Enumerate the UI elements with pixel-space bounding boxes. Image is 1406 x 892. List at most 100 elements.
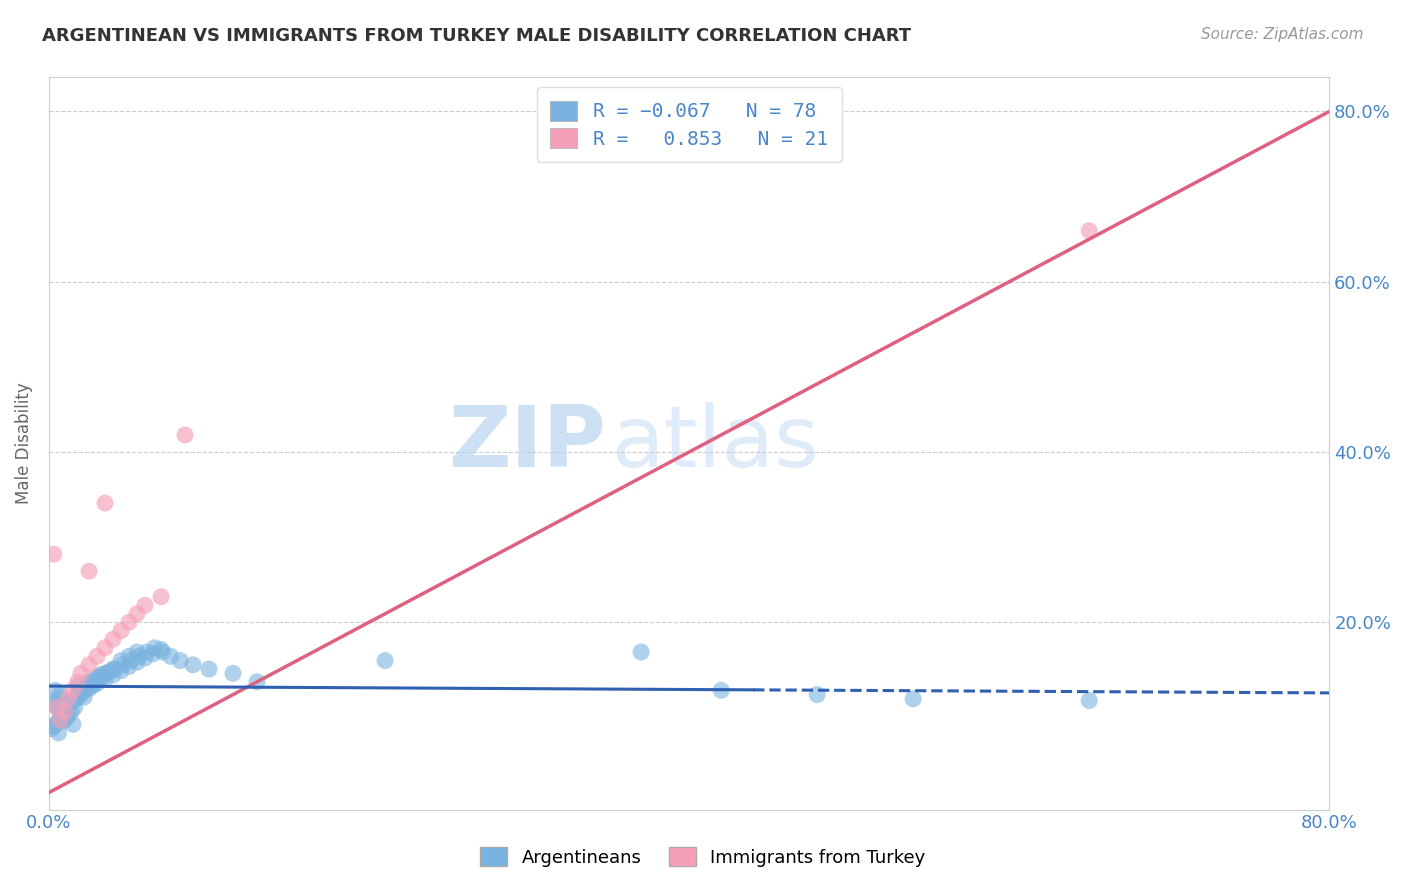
- Legend: R = −0.067   N = 78, R =   0.853   N = 21: R = −0.067 N = 78, R = 0.853 N = 21: [537, 87, 842, 162]
- Point: [73, 690, 96, 705]
- Point: [901, 691, 924, 706]
- Point: [143, 640, 166, 655]
- Point: [710, 683, 733, 698]
- Point: [246, 674, 269, 689]
- Point: [62, 683, 84, 698]
- Text: ZIP: ZIP: [449, 402, 606, 485]
- Point: [53, 705, 76, 719]
- Point: [125, 645, 148, 659]
- Point: [60, 705, 83, 719]
- Point: [62, 717, 84, 731]
- Point: [51, 705, 73, 719]
- Point: [806, 688, 828, 702]
- Point: [42, 547, 65, 561]
- Point: [42, 719, 65, 733]
- Point: [79, 674, 101, 689]
- Point: [111, 657, 134, 672]
- Point: [70, 666, 93, 681]
- Point: [86, 671, 108, 685]
- Point: [46, 700, 69, 714]
- Point: [630, 645, 652, 659]
- Point: [96, 666, 118, 681]
- Point: [48, 726, 70, 740]
- Point: [41, 722, 63, 736]
- Text: Source: ZipAtlas.com: Source: ZipAtlas.com: [1201, 27, 1364, 42]
- Point: [181, 657, 204, 672]
- Point: [59, 696, 82, 710]
- Point: [159, 649, 181, 664]
- Point: [86, 649, 108, 664]
- Legend: Argentineans, Immigrants from Turkey: Argentineans, Immigrants from Turkey: [474, 840, 932, 874]
- Point: [169, 654, 191, 668]
- Point: [67, 685, 90, 699]
- Point: [125, 607, 148, 621]
- Point: [134, 651, 156, 665]
- Point: [77, 657, 100, 672]
- Point: [52, 710, 75, 724]
- Point: [53, 713, 76, 727]
- Point: [128, 649, 150, 664]
- Point: [55, 707, 77, 722]
- Point: [98, 665, 121, 679]
- Point: [83, 676, 105, 690]
- Point: [87, 671, 110, 685]
- Point: [51, 707, 73, 722]
- Point: [63, 700, 86, 714]
- Y-axis label: Male Disability: Male Disability: [15, 383, 32, 504]
- Point: [134, 599, 156, 613]
- Point: [44, 683, 66, 698]
- Point: [70, 688, 93, 702]
- Point: [110, 654, 132, 668]
- Point: [86, 676, 108, 690]
- Point: [94, 673, 117, 687]
- Point: [118, 649, 141, 664]
- Point: [152, 645, 174, 659]
- Point: [103, 662, 125, 676]
- Point: [118, 615, 141, 630]
- Point: [46, 700, 69, 714]
- Point: [49, 710, 72, 724]
- Point: [65, 691, 87, 706]
- Point: [118, 659, 141, 673]
- Point: [110, 664, 132, 678]
- Text: atlas: atlas: [612, 402, 820, 485]
- Point: [125, 655, 148, 669]
- Point: [53, 702, 76, 716]
- Point: [49, 688, 72, 702]
- Point: [72, 683, 94, 698]
- Point: [82, 679, 104, 693]
- Point: [66, 674, 89, 689]
- Point: [66, 690, 89, 704]
- Point: [66, 679, 89, 693]
- Point: [70, 685, 93, 699]
- Point: [75, 681, 97, 696]
- Point: [89, 668, 111, 682]
- Point: [150, 642, 173, 657]
- Point: [198, 662, 221, 676]
- Point: [46, 715, 69, 730]
- Point: [120, 654, 142, 668]
- Text: ARGENTINEAN VS IMMIGRANTS FROM TURKEY MALE DISABILITY CORRELATION CHART: ARGENTINEAN VS IMMIGRANTS FROM TURKEY MA…: [42, 27, 911, 45]
- Point: [94, 640, 117, 655]
- Point: [374, 654, 396, 668]
- Point: [174, 428, 197, 442]
- Point: [94, 666, 117, 681]
- Point: [56, 691, 79, 706]
- Point: [101, 662, 124, 676]
- Point: [222, 666, 245, 681]
- Point: [110, 624, 132, 638]
- Point: [94, 496, 117, 510]
- Point: [77, 564, 100, 578]
- Point: [101, 668, 124, 682]
- Point: [150, 590, 173, 604]
- Point: [42, 696, 65, 710]
- Point: [52, 713, 75, 727]
- Point: [1078, 693, 1101, 707]
- Point: [56, 698, 79, 713]
- Point: [49, 713, 72, 727]
- Point: [48, 691, 70, 706]
- Point: [1078, 224, 1101, 238]
- Point: [90, 671, 112, 685]
- Point: [77, 681, 100, 696]
- Point: [135, 645, 157, 659]
